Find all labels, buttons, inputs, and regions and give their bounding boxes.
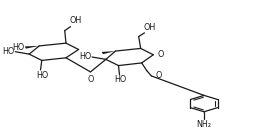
Text: HO: HO [2,47,14,56]
Text: HO: HO [79,52,91,61]
Text: OH: OH [143,23,156,32]
Text: HO: HO [12,43,24,52]
Text: O: O [88,75,94,84]
Text: HO: HO [36,71,48,80]
Text: O: O [156,71,162,80]
Text: HO: HO [114,75,127,84]
Text: OH: OH [70,16,82,25]
Polygon shape [25,46,39,49]
Text: NH₂: NH₂ [197,120,212,129]
Text: O: O [157,50,164,59]
Polygon shape [102,51,115,54]
